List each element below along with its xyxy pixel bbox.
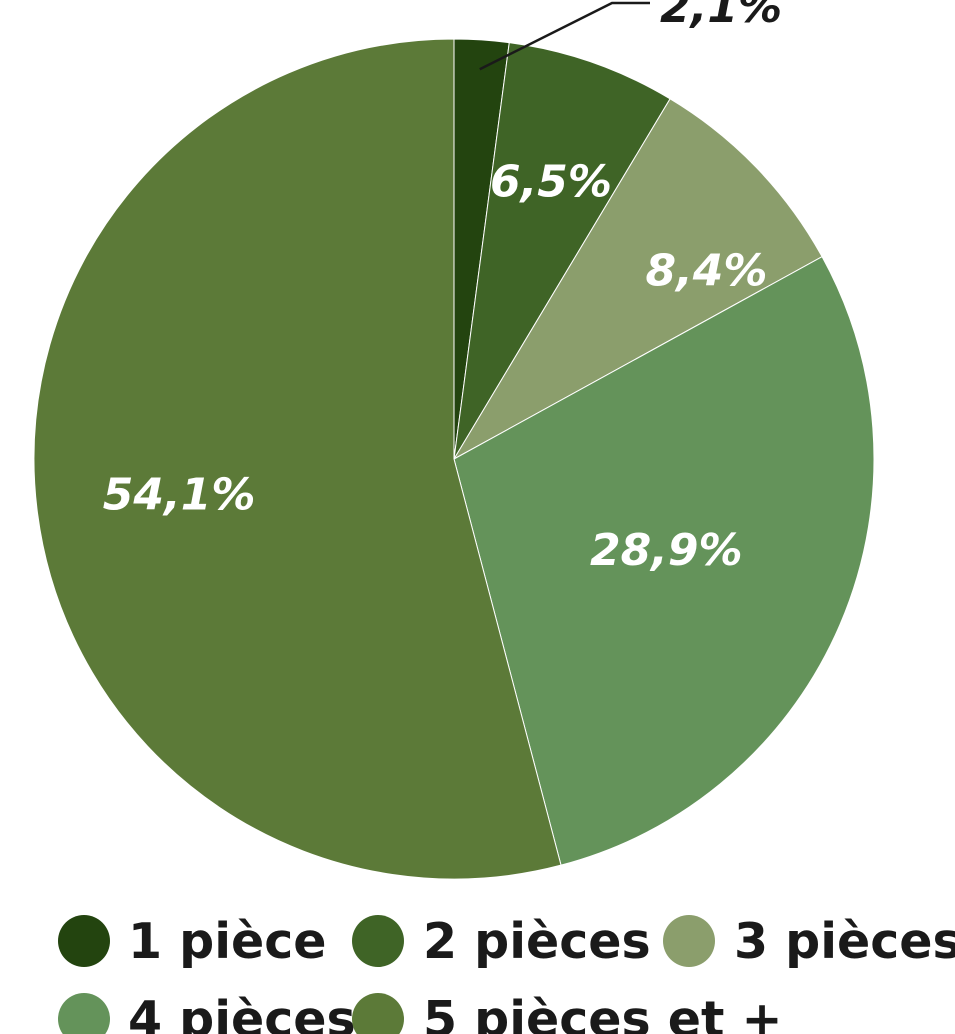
slice-value-label-3-pieces: 8,4% xyxy=(645,246,767,297)
legend-swatch-2-pieces xyxy=(352,915,404,967)
pie-slice-5-pieces-et-plus xyxy=(33,38,562,880)
legend-swatch-4-pieces xyxy=(58,993,110,1034)
legend-label-3-pieces: 3 pièces xyxy=(734,913,955,970)
leader-line-1-piece xyxy=(479,1,650,71)
legend-label-2-pieces: 2 pièces xyxy=(423,913,651,970)
legend-swatch-5-pieces-et-plus xyxy=(352,993,404,1034)
pie-slice-3-pieces xyxy=(452,98,823,461)
pie-slice-2-pieces xyxy=(453,42,671,460)
slice-value-label-4-pieces: 28,9% xyxy=(590,525,743,576)
legend-label-5-pieces-et-plus: 5 pièces et + xyxy=(423,991,783,1034)
leader-lines xyxy=(479,1,650,71)
legend-swatch-1-piece xyxy=(58,915,110,967)
slice-value-label-1-piece: 2,1% xyxy=(660,0,782,33)
pie-slices xyxy=(33,38,875,880)
legend-label-1-piece: 1 pièce xyxy=(128,913,327,970)
pie-slice-4-pieces xyxy=(453,255,875,866)
legend: 1 pièce 2 pièces 3 pièces 4 pièces 5 pièces … xyxy=(58,913,955,1034)
slice-value-label-2-pieces: 6,5% xyxy=(490,156,612,207)
slice-value-label-5-pieces-et-plus: 54,1% xyxy=(103,470,256,521)
legend-label-4-pieces: 4 pièces xyxy=(128,991,356,1034)
legend-swatch-3-pieces xyxy=(663,915,715,967)
slice-labels: 2,1% 6,5% 8,4% 28,9% 54,1% xyxy=(103,0,782,576)
